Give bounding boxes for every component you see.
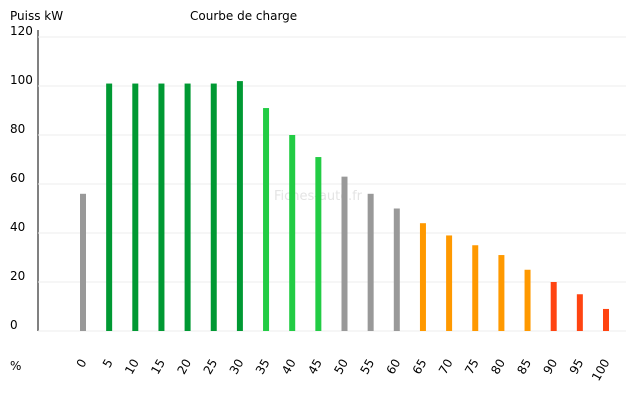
x-tick-label: 60 — [384, 357, 404, 377]
x-tick-label: 5 — [100, 357, 116, 371]
y-tick-label: 60 — [10, 171, 25, 185]
x-tick-label: 30 — [227, 357, 247, 377]
x-tick-label: 75 — [462, 357, 482, 377]
bar — [184, 83, 191, 331]
bar — [498, 255, 505, 331]
y-tick-label: 0 — [10, 318, 18, 332]
x-tick-label: 0 — [74, 357, 90, 371]
y-tick-label: 120 — [10, 24, 33, 38]
y-tick-label: 40 — [10, 220, 25, 234]
x-tick-label: 10 — [122, 357, 142, 377]
bar — [289, 135, 296, 331]
x-tick-label: 100 — [589, 357, 613, 384]
bar — [80, 193, 86, 331]
bar — [393, 208, 400, 331]
x-tick-label: 95 — [567, 357, 587, 377]
bar — [367, 193, 374, 331]
x-tick-label: 15 — [148, 357, 168, 377]
bar — [472, 245, 479, 331]
x-tick-label: 40 — [279, 357, 299, 377]
y-tick-label: 80 — [10, 122, 25, 136]
bar — [524, 269, 531, 331]
bar — [263, 108, 270, 331]
x-tick-label: 65 — [410, 357, 430, 377]
bar — [132, 83, 139, 331]
chart-title: Courbe de charge — [190, 9, 297, 23]
y-tick-label: 20 — [10, 269, 25, 283]
x-tick-label: 70 — [436, 357, 456, 377]
bar — [341, 176, 348, 331]
x-tick-label: 55 — [357, 357, 377, 377]
bar — [106, 83, 113, 331]
x-tick-label: 20 — [174, 357, 194, 377]
x-axis-label: % — [10, 359, 21, 373]
bar — [419, 223, 426, 331]
x-tick-label: 25 — [201, 357, 221, 377]
bar — [315, 157, 322, 331]
x-tick-label: 85 — [514, 357, 534, 377]
x-tick-label: 90 — [541, 357, 561, 377]
x-tick-label: 35 — [253, 357, 273, 377]
y-tick-label: 100 — [10, 73, 33, 87]
bar — [446, 235, 453, 331]
bar — [603, 308, 609, 331]
bar — [576, 294, 583, 331]
bar — [158, 83, 165, 331]
x-tick-label: 80 — [488, 357, 508, 377]
bar — [236, 81, 243, 331]
bar — [550, 282, 557, 331]
y-axis-label: Puiss kW — [10, 9, 63, 23]
bar — [210, 83, 217, 331]
x-tick-label: 45 — [305, 357, 325, 377]
x-tick-label: 50 — [331, 357, 351, 377]
